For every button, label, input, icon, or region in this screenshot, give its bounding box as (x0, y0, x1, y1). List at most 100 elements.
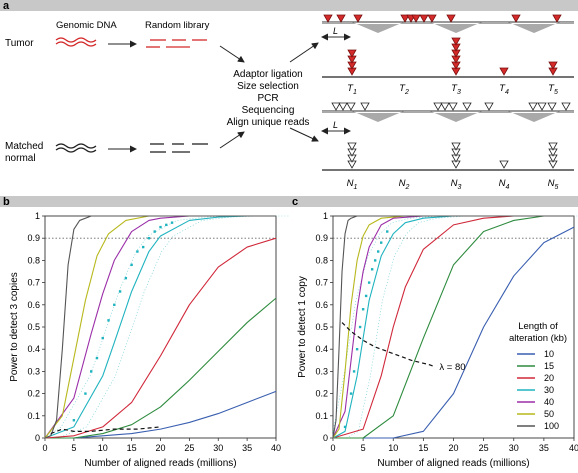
scatter-point (352, 370, 356, 373)
scatter-point (107, 319, 110, 322)
scatter-point (386, 230, 389, 233)
step-item: Sequencing (242, 105, 295, 116)
y-tick-label: 0.9 (315, 233, 328, 243)
tumor-library-fragments (146, 39, 207, 48)
scatter-point (147, 237, 151, 240)
series-envelope (346, 215, 578, 439)
tumor-read-mark (336, 14, 346, 23)
series-line-15 (45, 297, 277, 439)
normal-read-mark (537, 102, 547, 111)
normal-region-read (451, 142, 461, 151)
scatter-point (84, 392, 87, 395)
tumor-region-read (451, 37, 461, 46)
series-line-15 (333, 215, 574, 439)
scatter-point (355, 348, 359, 351)
legend-label: 30 (544, 385, 554, 395)
tumor-top-reads (323, 14, 562, 23)
chart-b: 00.10.20.30.40.50.60.70.80.910 5 10 15 20 25 3… (9, 211, 289, 469)
series-line-40 (332, 215, 574, 439)
normal-read-mark (331, 102, 341, 111)
legend-title-line1: Length of (518, 321, 558, 332)
y-tick-label: 0.5 (27, 322, 40, 332)
normal-region-letter: N (499, 178, 506, 189)
scatter-point (136, 250, 139, 253)
panel-c-label: c (292, 196, 298, 208)
arrow-normal-to-steps (219, 131, 245, 149)
normal-label-line1: Matched (5, 141, 43, 152)
scatter-point (130, 263, 133, 267)
step-item: Size selection (237, 81, 299, 92)
normal-region-letter: N (451, 178, 458, 189)
legend-label: 50 (544, 409, 554, 419)
x-tick-label: 15 (127, 443, 137, 453)
series-line-20 (44, 237, 277, 439)
scatter-point (113, 303, 116, 306)
y-tick-label: 0.1 (315, 411, 328, 421)
normal-read-mark (484, 102, 494, 111)
tumor-region-label: T2 (399, 83, 409, 96)
normal-region-subscript: 2 (404, 184, 409, 191)
series-envelope (44, 215, 264, 439)
scatter-point (153, 230, 156, 233)
y-tick-label: 0.8 (27, 255, 40, 265)
legend-items: 10 15 20 30 40 50 100 (517, 349, 559, 431)
chart-c: 00.10.20.30.40.50.60.70.80.910 5 10 15 20 25 3… (297, 211, 578, 469)
y-tick-label: 0.4 (27, 344, 40, 354)
tumor-region-labels: T1 T2 T3 T4 T5 (347, 83, 558, 96)
normal-region-letter: N (548, 178, 555, 189)
x-tick-label: 5 (71, 443, 76, 453)
x-tick-label: 30 (213, 443, 223, 453)
y-tick-label: 0.7 (315, 278, 328, 288)
processing-steps: Adaptor ligation Size selection PCR Sequ… (227, 69, 310, 128)
normal-read-mark (338, 102, 348, 111)
panel-b-header-bar (0, 196, 289, 207)
legend-label: 100 (544, 421, 559, 431)
y-tick-label: 1 (323, 211, 328, 221)
x-tick-label: 10 (98, 443, 108, 453)
y-tick-label: 0.6 (27, 300, 40, 310)
series-line-50 (332, 215, 574, 439)
length-label-normal: L (333, 120, 338, 130)
x-axis-label: Number of aligned reads (millions) (84, 458, 236, 469)
scatter-point (370, 268, 374, 271)
series-envelope (332, 215, 561, 438)
y-tick-label: 0.4 (315, 344, 328, 354)
y-tick-label: 0.8 (315, 255, 328, 265)
tumor-region-label: T4 (499, 83, 509, 96)
scatter-point (101, 336, 104, 340)
tumor-read-mark (411, 14, 421, 23)
tumor-dna-icon (55, 37, 97, 47)
normal-region-letter: N (399, 178, 406, 189)
y-tick-label: 0.3 (27, 366, 40, 376)
normal-region-label: N5 (548, 178, 559, 191)
series-envelope (57, 215, 289, 439)
tumor-region-subscript: 2 (404, 89, 409, 96)
tumor-region-subscript: 5 (554, 89, 558, 96)
tumor-region-label: T5 (548, 83, 558, 96)
normal-region-subscript: 1 (353, 184, 357, 191)
y-axis-label: Power to detect 1 copy (297, 276, 308, 378)
normal-library-fragments (150, 143, 208, 153)
tumor-read-mark (552, 14, 562, 23)
normal-read-mark (440, 102, 450, 111)
normal-label-line2: normal (5, 153, 36, 164)
tumor-region-label: T3 (451, 83, 461, 96)
scatter-point (118, 290, 122, 293)
normal-region-label: N4 (499, 178, 510, 191)
step-item: Adaptor ligation (233, 69, 303, 80)
scatter-point (141, 245, 145, 249)
x-tick-label: 20 (155, 443, 165, 453)
tumor-region-subscript: 1 (353, 89, 357, 96)
y-tick-label: 0.1 (27, 411, 40, 421)
y-tick-label: 0 (323, 433, 328, 443)
x-tick-label: 35 (539, 443, 549, 453)
scatter-point (95, 356, 99, 360)
y-tick-label: 0.2 (315, 389, 328, 399)
tumor-read-mark (446, 14, 456, 23)
x-tick-label: 25 (184, 443, 194, 453)
legend-title-line2: alteration (kb) (509, 333, 567, 344)
normal-region-label: N3 (451, 178, 462, 191)
scatter-point (170, 221, 174, 224)
x-tick-label: 35 (242, 443, 252, 453)
series-line-10 (333, 226, 575, 439)
